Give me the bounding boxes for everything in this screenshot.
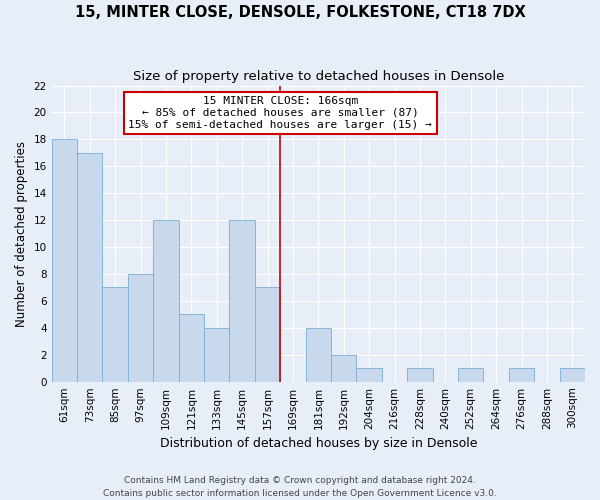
- Bar: [103, 288, 128, 382]
- Y-axis label: Number of detached properties: Number of detached properties: [15, 140, 28, 326]
- Bar: [77, 153, 103, 382]
- Bar: [229, 220, 255, 382]
- Bar: [331, 355, 356, 382]
- Bar: [179, 314, 204, 382]
- Bar: [128, 274, 153, 382]
- Title: Size of property relative to detached houses in Densole: Size of property relative to detached ho…: [133, 70, 504, 83]
- Bar: [204, 328, 229, 382]
- Bar: [407, 368, 433, 382]
- X-axis label: Distribution of detached houses by size in Densole: Distribution of detached houses by size …: [160, 437, 477, 450]
- Text: 15, MINTER CLOSE, DENSOLE, FOLKESTONE, CT18 7DX: 15, MINTER CLOSE, DENSOLE, FOLKESTONE, C…: [74, 5, 526, 20]
- Bar: [255, 288, 280, 382]
- Bar: [509, 368, 534, 382]
- Bar: [356, 368, 382, 382]
- Bar: [458, 368, 484, 382]
- Bar: [153, 220, 179, 382]
- Bar: [305, 328, 331, 382]
- Bar: [52, 140, 77, 382]
- Text: 15 MINTER CLOSE: 166sqm
← 85% of detached houses are smaller (87)
15% of semi-de: 15 MINTER CLOSE: 166sqm ← 85% of detache…: [128, 96, 432, 130]
- Bar: [560, 368, 585, 382]
- Text: Contains HM Land Registry data © Crown copyright and database right 2024.
Contai: Contains HM Land Registry data © Crown c…: [103, 476, 497, 498]
